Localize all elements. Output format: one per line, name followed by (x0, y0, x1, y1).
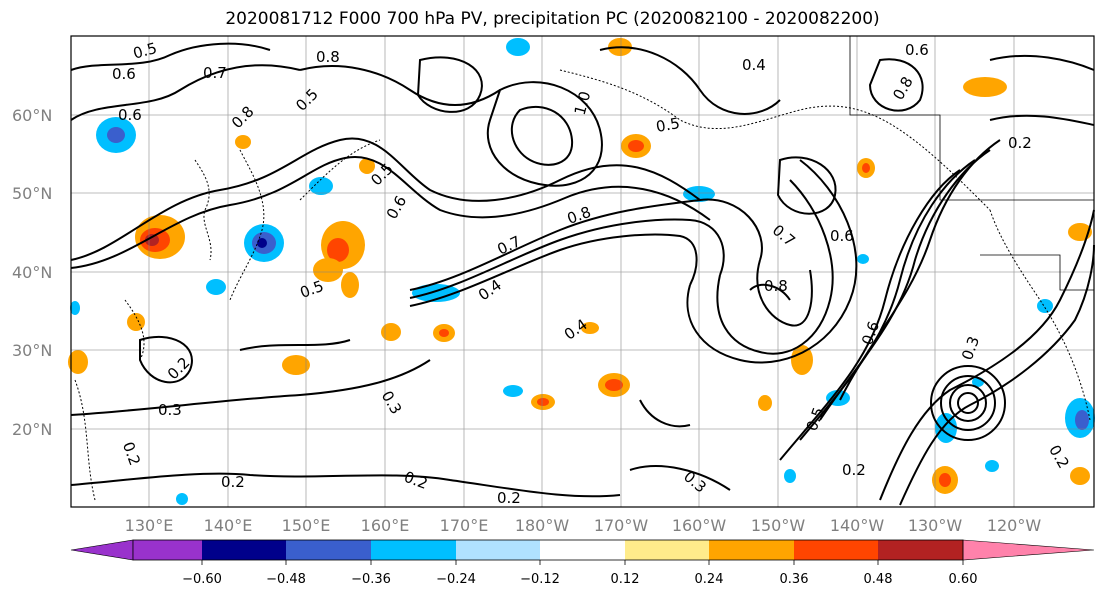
colorbar-swatch (709, 540, 794, 560)
colorbar-right-extension (962, 539, 1095, 561)
contour-label: 0.5 (131, 39, 159, 63)
map-frame (70, 35, 1095, 508)
coastlines (74, 69, 1091, 501)
colorbar-swatch (878, 540, 963, 560)
contour-label: 0.2 (497, 489, 521, 507)
colorbar-swatch (625, 540, 709, 560)
colorbar-swatch (286, 540, 371, 560)
map-panel: 0.5 0.6 0.7 0.8 0.6 0.5 0.8 0.5 0.7 0.8 … (68, 35, 1095, 508)
lon-label: 120°W (987, 516, 1042, 535)
contour-label: 0.7 (203, 64, 227, 82)
lon-label: 170°E (440, 516, 489, 535)
colorbar-tick-label: −0.36 (351, 572, 391, 587)
colorbar-tick-label: −0.24 (436, 572, 476, 587)
lat-label: 50°N (12, 184, 52, 203)
lon-label: 150°E (282, 516, 331, 535)
colorbar-tick-marks (201, 560, 964, 565)
contour-label: 0.6 (830, 227, 854, 245)
contour-label: 0.2 (842, 461, 866, 479)
colorbar-swatch (540, 540, 625, 560)
latitude-labels: 60°N 50°N 40°N 30°N 20°N (12, 106, 52, 439)
lon-label: 130°W (908, 516, 963, 535)
contour-label: 1.0 (571, 89, 595, 117)
colorbar-tick-label: 0.24 (695, 572, 724, 587)
contour-label: 0.6 (905, 41, 929, 59)
contour-label: 0.6 (118, 106, 142, 124)
borders (849, 36, 1094, 291)
lon-label: 140°E (204, 516, 253, 535)
pv-contours (70, 42, 1095, 506)
lon-label: 160°W (672, 516, 727, 535)
contour-label: 0.3 (158, 401, 182, 419)
lon-label: 150°W (751, 516, 806, 535)
lat-label: 60°N (12, 106, 52, 125)
contour-label: 0.8 (316, 48, 340, 66)
colorbar-tick-label: 0.48 (864, 572, 893, 587)
contour-label: 0.6 (112, 65, 136, 83)
lon-label: 130°E (125, 516, 174, 535)
lon-label: 160°E (361, 516, 410, 535)
colorbar-tick-label: 0.12 (611, 572, 640, 587)
colorbar-swatch (794, 540, 878, 560)
lat-label: 20°N (12, 420, 52, 439)
contour-label: 0.8 (764, 277, 788, 295)
colorbar-tick-label: −0.48 (266, 572, 306, 587)
longitude-labels: 130°E 140°E 150°E 160°E 170°E 180°W 170°… (125, 516, 1042, 535)
lat-label: 40°N (12, 263, 52, 282)
contour-label: 0.5 (655, 114, 682, 136)
lat-label: 30°N (12, 341, 52, 360)
colorbar-left-extension (70, 539, 134, 561)
lon-label: 180°W (515, 516, 570, 535)
colorbar: −0.60 −0.48 −0.36 −0.24 −0.12 0.12 0.24 … (70, 539, 1095, 587)
colorbar-frame (132, 539, 964, 561)
lon-label: 140°W (830, 516, 885, 535)
colorbar-tick-label: 0.36 (780, 572, 809, 587)
contour-label: 0.4 (742, 56, 766, 74)
map-title: 2020081712 F000 700 hPa PV, precipitatio… (225, 9, 880, 29)
lon-label: 170°W (594, 516, 649, 535)
colorbar-swatch (202, 540, 286, 560)
colorbar-swatch (133, 540, 202, 560)
colorbar-tick-label: 0.60 (949, 572, 978, 587)
contour-label: 0.2 (221, 473, 245, 491)
colorbar-tick-label: −0.12 (520, 572, 560, 587)
colorbar-tick-label: −0.60 (182, 572, 222, 587)
colorbar-swatch (456, 540, 540, 560)
colorbar-swatch (371, 540, 456, 560)
contour-label: 0.2 (1008, 134, 1032, 152)
